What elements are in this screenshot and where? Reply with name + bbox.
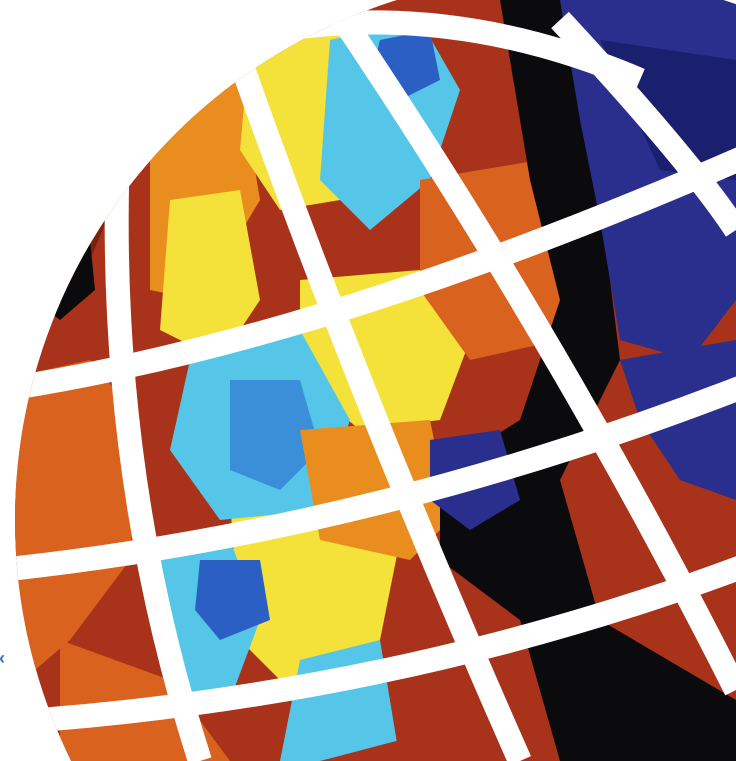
region-yellow-mid — [160, 190, 260, 360]
latitude-line-3 — [15, 368, 736, 582]
region-black-right — [440, 0, 736, 761]
longitude-line-4 — [551, 11, 736, 237]
latitude-line-2 — [15, 139, 736, 402]
longitude-line-1 — [104, 109, 212, 761]
longitude-line-2 — [228, 56, 531, 761]
longitude-line-3 — [320, 0, 736, 696]
latitude-line-4 — [39, 548, 736, 732]
edge-chevron-mark: ‹ — [0, 648, 5, 668]
region-blue-low — [195, 560, 270, 640]
region-orange-left — [15, 360, 140, 700]
region-light-blue-mid — [230, 380, 320, 490]
